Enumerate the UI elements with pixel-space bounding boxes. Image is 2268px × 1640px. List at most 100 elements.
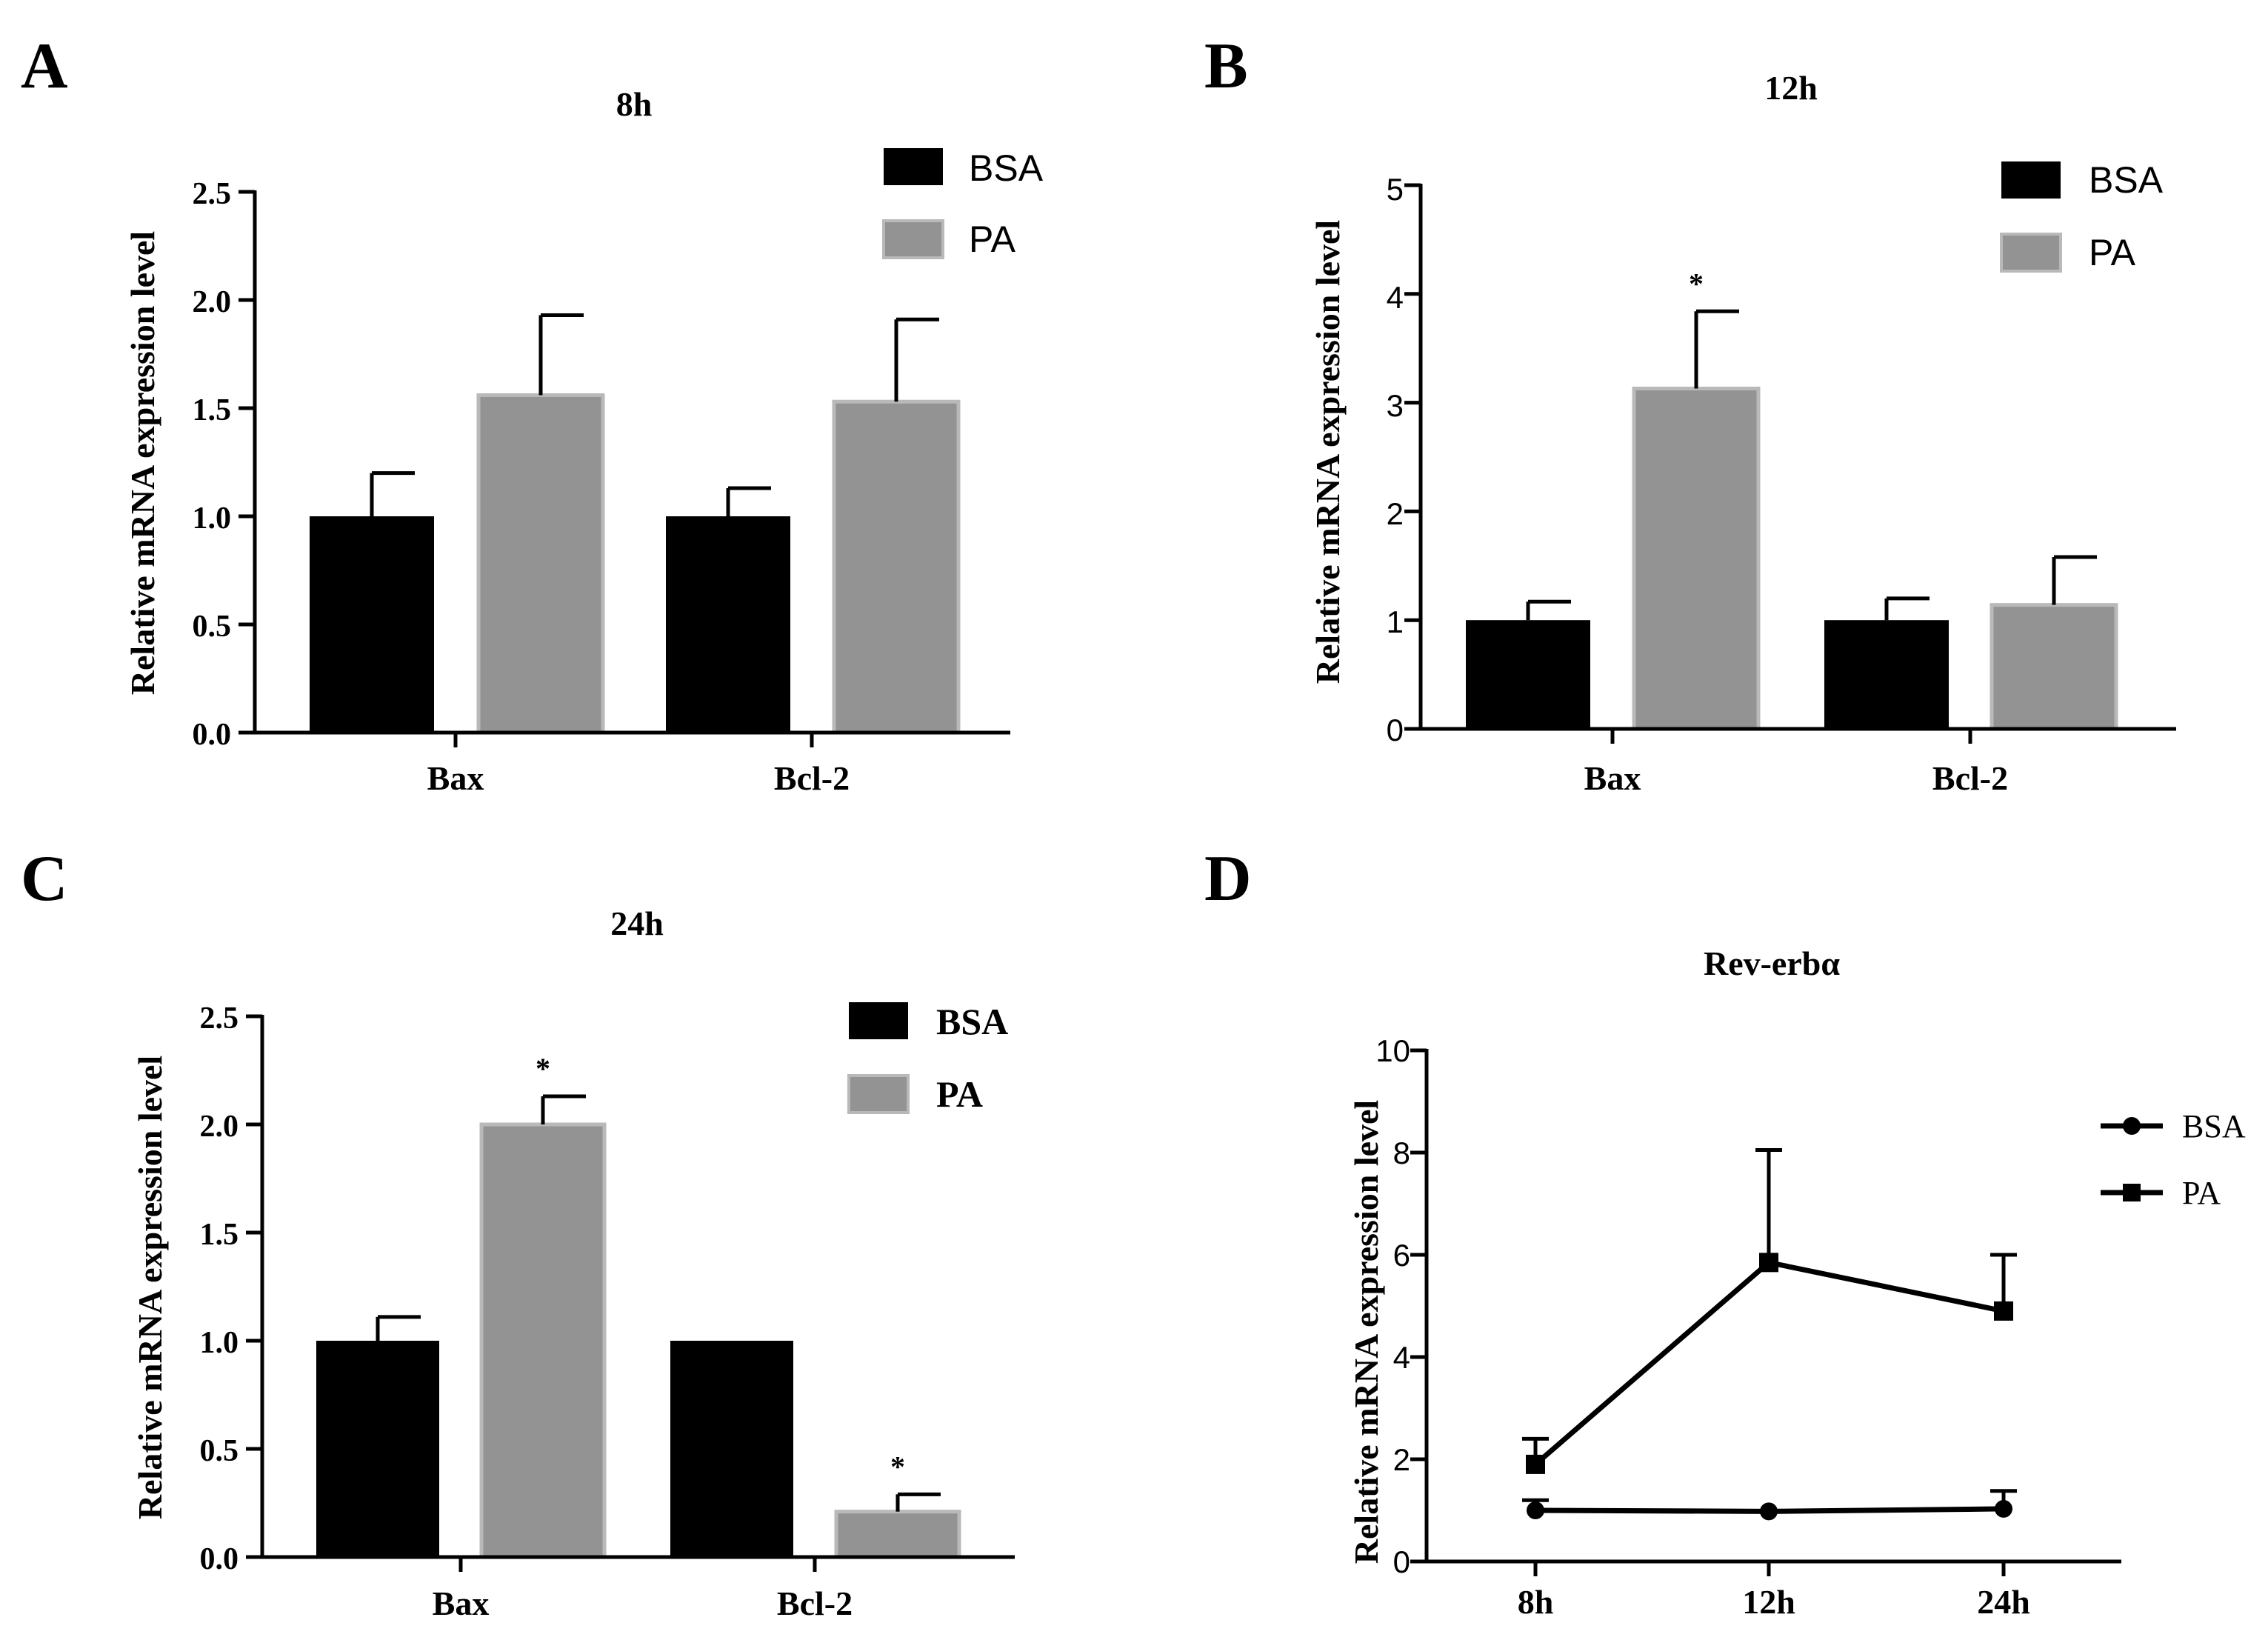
legend-swatch-pa	[847, 1074, 910, 1114]
y-tick-label: 2	[1387, 496, 1404, 531]
legend-label-pa: PA	[969, 219, 1016, 260]
y-tick-label: 1.0	[200, 1326, 239, 1360]
y-tick-labels-d: 0 2 4 6 8 10	[1375, 1033, 1410, 1579]
y-axis-label-d: Relative mRNA expression level	[1347, 1100, 1385, 1564]
series-line-pa	[1533, 1259, 2004, 1467]
y-tick-label: 5	[1387, 172, 1404, 207]
legend-marker-square-icon	[2123, 1184, 2141, 1201]
bar-bsa-bcl-2	[666, 516, 790, 733]
x-category-label: Bcl-2	[777, 1584, 853, 1622]
chart-title-d: Rev-erbα	[1704, 944, 1840, 982]
significance-marker: *	[890, 1450, 905, 1483]
y-tick-label: 8	[1393, 1136, 1410, 1170]
y-tick-label: 0	[1387, 713, 1404, 747]
y-tick-label: 2.5	[200, 1001, 239, 1036]
panel-letter-b: B	[1204, 30, 1248, 102]
x-category-label: 24h	[1977, 1583, 2030, 1621]
data-point-pa	[1994, 1301, 2013, 1321]
y-tick-label: 2.0	[193, 285, 232, 319]
y-axis-label-b: Relative mRNA expression level	[1309, 220, 1347, 684]
x-category-label: Bax	[427, 759, 484, 797]
legend-swatch-bsa	[2001, 161, 2061, 199]
bar-pa-bax	[1632, 387, 1761, 731]
legend-b: BSA PA	[2000, 159, 2164, 273]
chart-title-b: 12h	[1764, 69, 1818, 107]
legend-d: BSA PA	[2101, 1108, 2246, 1211]
bar-pa-bcl-2	[834, 1510, 961, 1559]
data-point-bsa	[1995, 1499, 2012, 1518]
category-labels-a: Bax Bcl-2	[427, 759, 850, 797]
plot-area-d	[1410, 1048, 2121, 1576]
y-tick-labels-a: 0.0 0.5 1.0 1.5 2.0 2.5	[193, 177, 232, 752]
legend-c: BSA PA	[847, 1001, 1008, 1115]
legend-label-bsa: BSA	[969, 147, 1044, 189]
y-tick-label: 4	[1387, 280, 1404, 315]
significance-marker: *	[1689, 267, 1704, 300]
bar-bsa-bax	[310, 516, 434, 733]
legend-label-bsa: BSA	[936, 1001, 1008, 1042]
y-tick-label: 1.5	[200, 1218, 239, 1252]
panel-a: A 8h Relative mRNA expression level 0.0 …	[21, 30, 1044, 797]
bar-bsa-bcl-2	[1824, 620, 1949, 729]
y-tick-label: 1.0	[193, 501, 232, 536]
legend-label-bsa: BSA	[2182, 1108, 2246, 1144]
y-tick-label: 0	[1393, 1544, 1410, 1579]
y-tick-label: 1	[1387, 604, 1404, 639]
x-category-label: 8h	[1518, 1583, 1554, 1621]
chart-title-c: 24h	[610, 904, 664, 942]
data-point-bsa	[1527, 1501, 1544, 1519]
y-tick-label: 2.5	[193, 177, 232, 211]
y-tick-label: 6	[1393, 1238, 1410, 1273]
bar-bsa-bcl-2	[670, 1341, 793, 1557]
legend-swatch-bsa	[849, 1002, 908, 1039]
plot-area-c: **	[246, 1014, 1015, 1572]
category-labels-b: Bax Bcl-2	[1584, 759, 2008, 797]
x-category-label: 12h	[1742, 1583, 1795, 1621]
y-axis-label-c: Relative mRNA expression level	[131, 1056, 169, 1519]
legend-swatch-pa	[2000, 233, 2062, 273]
panel-letter-a: A	[21, 30, 68, 102]
y-tick-label: 0.5	[200, 1434, 239, 1468]
y-tick-label: 10	[1375, 1033, 1410, 1068]
y-tick-label: 0.0	[193, 718, 232, 752]
legend-label-bsa: BSA	[2089, 159, 2164, 201]
y-tick-label: 4	[1393, 1340, 1410, 1375]
legend-marker-circle-icon	[2123, 1117, 2141, 1135]
bar-pa-bax	[476, 393, 605, 735]
y-axis-label-a: Relative mRNA expression level	[124, 231, 161, 695]
legend-label-pa: PA	[936, 1073, 983, 1115]
y-tick-label: 2.0	[200, 1110, 239, 1144]
panel-b: B 12h Relative mRNA expression level 0 1…	[1204, 30, 2176, 797]
legend-label-pa: PA	[2089, 232, 2136, 273]
y-tick-labels-b: 0 1 2 3 4 5	[1387, 172, 1404, 747]
category-labels-c: Bax Bcl-2	[433, 1584, 853, 1622]
bar-pa-bcl-2	[1989, 603, 2118, 731]
significance-marker: *	[536, 1052, 550, 1085]
plot-area-b: *	[1404, 183, 2176, 744]
x-category-label: Bax	[1584, 759, 1641, 797]
legend-label-pa: PA	[2182, 1175, 2221, 1211]
x-category-label: Bcl-2	[1932, 759, 2008, 797]
data-point-pa	[1526, 1454, 1545, 1474]
x-category-label: Bax	[433, 1584, 490, 1622]
category-labels-d: 8h 12h 24h	[1518, 1583, 2030, 1621]
y-tick-label: 0.0	[200, 1542, 239, 1576]
y-tick-labels-c: 0.0 0.5 1.0 1.5 2.0 2.5	[200, 1001, 239, 1576]
bar-pa-bcl-2	[832, 399, 961, 735]
bar-bsa-bax	[1466, 620, 1590, 729]
legend-swatch-bsa	[884, 148, 943, 185]
legend-swatch-pa	[882, 219, 944, 259]
y-tick-label: 0.5	[193, 610, 232, 644]
data-point-bsa	[1760, 1502, 1778, 1521]
y-tick-label: 1.5	[193, 393, 232, 427]
bar-bsa-bax	[316, 1341, 439, 1557]
chart-title-a: 8h	[616, 85, 653, 123]
legend-a: BSA PA	[882, 147, 1044, 260]
panel-d: D Rev-erbα Relative mRNA expression leve…	[1204, 843, 2246, 1621]
panel-c: C 24h Relative mRNA expression level 0.0…	[21, 843, 1015, 1622]
panel-letter-d: D	[1204, 843, 1252, 915]
x-category-label: Bcl-2	[774, 759, 850, 797]
panel-letter-c: C	[21, 843, 68, 915]
plot-area-a	[239, 190, 1010, 747]
